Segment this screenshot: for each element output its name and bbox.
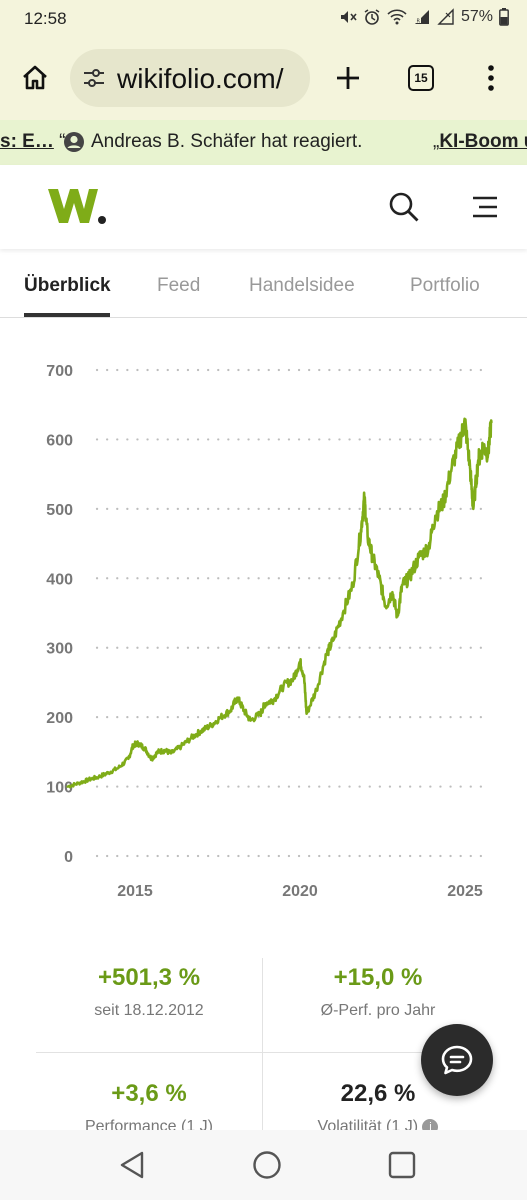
stat-annual-performance: +15,0 % Ø-Perf. pro Jahr — [265, 964, 491, 1020]
tab-feed[interactable]: Feed — [157, 275, 201, 296]
chat-bubble-icon — [441, 1045, 473, 1075]
stat-value: +15,0 % — [333, 964, 423, 991]
user-avatar-icon — [64, 132, 84, 152]
y-tick-label: 500 — [46, 502, 73, 519]
browser-menu-button[interactable] — [469, 56, 513, 100]
recents-square-icon — [388, 1151, 416, 1179]
tab-count: 15 — [408, 65, 434, 91]
active-tab-indicator — [24, 313, 110, 317]
y-tick-label: 400 — [46, 571, 73, 588]
home-icon — [23, 65, 47, 90]
status-time: 12:58 — [24, 9, 67, 28]
plus-icon — [337, 67, 359, 89]
y-tick-label: 0 — [64, 849, 73, 866]
menu-button[interactable] — [467, 189, 503, 225]
divider — [36, 1052, 491, 1053]
url-text: wikifolio.com/ — [117, 63, 284, 94]
x-tick-label: 2025 — [447, 883, 483, 900]
stat-performance-1y: +3,6 % Performance (1 J) — [36, 1080, 262, 1136]
back-button[interactable] — [114, 1147, 150, 1183]
news-ticker[interactable]: s: E… “ Andreas B. Schäfer hat reagiert.… — [0, 120, 527, 165]
search-button[interactable] — [386, 189, 422, 225]
x-tick-label: 2020 — [282, 883, 318, 900]
performance-chart-svg[interactable]: 0 100 200 300 400 500 600 700 2015 2020 2025 — [0, 330, 527, 920]
new-tab-button[interactable] — [326, 56, 370, 100]
tab-ueberblick[interactable]: Überblick — [24, 275, 111, 296]
chat-button[interactable] — [421, 1024, 493, 1096]
performance-line — [66, 417, 493, 789]
stat-value: +3,6 % — [111, 1080, 187, 1107]
address-bar[interactable]: wikifolio.com/ — [70, 49, 310, 107]
ticker-item[interactable]: s: E… “ — [0, 131, 65, 153]
system-nav-bar — [0, 1130, 527, 1200]
wikifolio-logo[interactable] — [46, 183, 110, 229]
stat-total-performance: +501,3 % seit 18.12.2012 — [36, 964, 262, 1020]
browser-toolbar: wikifolio.com/ 15 — [0, 38, 527, 120]
hamburger-icon — [473, 196, 497, 218]
stat-value: +501,3 % — [97, 964, 201, 991]
stat-value: 22,6 % — [340, 1080, 416, 1107]
site-settings-icon[interactable] — [82, 66, 106, 90]
recents-button[interactable] — [384, 1147, 420, 1183]
svg-text:R: R — [416, 19, 420, 25]
battery-icon — [499, 8, 509, 26]
divider — [262, 958, 263, 1133]
y-tick-label: 100 — [46, 780, 73, 797]
back-triangle-icon — [120, 1151, 144, 1179]
mute-icon — [340, 11, 357, 23]
stat-label: seit 18.12.2012 — [94, 1002, 204, 1019]
status-icons: R 57% — [339, 8, 509, 26]
tab-portfolio[interactable]: Portfolio — [410, 275, 480, 296]
battery-percent: 57% — [460, 8, 493, 25]
ticker-item-quote: “ — [53, 131, 66, 152]
ticker-item-title[interactable]: KI-Boom u — [439, 131, 527, 152]
ticker-item-text: Andreas B. Schäfer hat reagiert. — [91, 131, 363, 152]
site-header — [0, 165, 527, 249]
y-tick-label: 200 — [46, 710, 73, 727]
stat-label: Ø-Perf. pro Jahr — [320, 1002, 436, 1019]
performance-chart[interactable]: 0 100 200 300 400 500 600 700 2015 2020 2025 — [0, 330, 527, 920]
alarm-icon — [364, 9, 380, 25]
ticker-item[interactable]: „KI-Boom u — [433, 131, 527, 153]
tab-switcher-button[interactable]: 15 — [399, 56, 443, 100]
y-tick-label: 700 — [46, 363, 73, 380]
status-bar: 12:58 R 57% — [0, 0, 527, 38]
y-tick-label: 600 — [46, 432, 73, 449]
section-tabs: Überblick Feed Handelsidee Portfolio — [0, 258, 527, 318]
signal-icon — [437, 8, 454, 25]
home-circle-icon — [253, 1151, 281, 1179]
tab-handelsidee[interactable]: Handelsidee — [249, 275, 355, 296]
wifi-icon — [387, 9, 407, 25]
y-tick-label: 300 — [46, 641, 73, 658]
x-tick-label: 2015 — [117, 883, 153, 900]
ticker-item-title[interactable]: s: E… — [0, 131, 54, 152]
home-button[interactable] — [13, 56, 57, 100]
signal-icon: R — [414, 10, 429, 25]
ticker-item-quote: „ — [433, 131, 440, 152]
ticker-item[interactable]: Andreas B. Schäfer hat reagiert. — [63, 131, 362, 153]
more-vertical-icon — [488, 65, 494, 91]
home-nav-button[interactable] — [249, 1147, 285, 1183]
search-icon — [389, 192, 419, 222]
